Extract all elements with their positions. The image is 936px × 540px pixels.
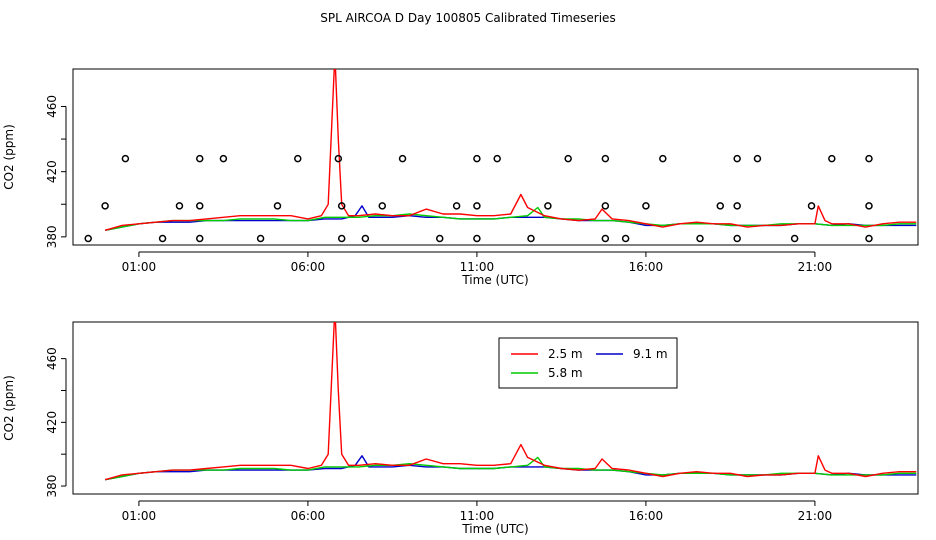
calibration-marker	[865, 234, 873, 243]
calibration-marker	[294, 154, 302, 163]
calibration-marker	[601, 202, 610, 210]
calibration-marker	[564, 154, 572, 163]
x-tick-label: 16:00	[629, 260, 664, 274]
series-line-91m	[104, 205, 917, 231]
figure-title: SPL AIRCOA D Day 100805 Calibrated Times…	[320, 11, 615, 25]
calibration-marker	[790, 234, 799, 243]
calibration-marker	[716, 202, 725, 210]
legend: 2.5 m 5.8 m 9.1 m	[498, 337, 678, 389]
x-tick-label: 21:00	[798, 260, 833, 274]
x-tick-label: 11:00	[460, 509, 495, 523]
x-axis-label: Time (UTC)	[461, 273, 528, 287]
calibration-marker	[544, 202, 552, 210]
legend-label: 5.8 m	[548, 366, 583, 380]
x-tick-label: 01:00	[122, 260, 157, 274]
y-tick-label: 380	[45, 225, 59, 248]
calibration-marker	[659, 154, 667, 163]
legend-box	[498, 337, 678, 389]
calibration-marker	[601, 154, 610, 163]
calibration-marker	[733, 234, 741, 243]
calibration-marker	[828, 154, 836, 163]
calibration-marker	[337, 202, 346, 210]
calibration-marker	[175, 202, 184, 210]
legend-label: 9.1 m	[633, 347, 668, 361]
calibration-marker	[753, 154, 762, 163]
calibration-marker	[334, 154, 343, 163]
calibration-marker	[361, 234, 370, 243]
series-line-58m	[104, 456, 917, 481]
calibration-marker	[273, 202, 282, 210]
x-axis-label: Time (UTC)	[461, 522, 528, 536]
y-tick-label: 460	[45, 347, 59, 370]
series-line-25m	[104, 322, 917, 481]
calibration-marker	[256, 234, 265, 243]
calibration-marker	[452, 202, 461, 210]
series-line-58m	[104, 206, 917, 231]
x-tick-label: 06:00	[291, 509, 326, 523]
y-tick-label: 460	[45, 95, 59, 118]
calibration-marker	[219, 154, 228, 163]
x-tick-label: 11:00	[460, 260, 495, 274]
calibration-marker	[696, 234, 704, 243]
calibration-marker	[642, 202, 650, 210]
chart-panel-bottom: 01:00 06:00 11:00 16:00 21:00 Time (UTC) 380 42…	[2, 321, 919, 536]
calibration-marker	[807, 202, 816, 210]
calibration-marker	[865, 202, 873, 210]
calibration-marker	[621, 234, 630, 243]
chart-panel-top: 01:00 06:00 11:00 16:00 21:00 Time (UTC) 380 42…	[2, 68, 919, 287]
x-tick-label: 16:00	[629, 509, 664, 523]
y-axis-label: CO2 (ppm)	[2, 124, 16, 190]
calibration-marker	[398, 154, 407, 163]
calibration-marker	[473, 202, 481, 210]
series-line-25m	[104, 69, 917, 231]
calibration-marker	[196, 202, 204, 210]
calibration-marker	[493, 154, 501, 163]
calibration-marker	[601, 234, 610, 243]
calibration-marker	[473, 234, 481, 243]
plot-frame	[72, 68, 919, 246]
calibration-marker	[435, 234, 444, 243]
legend-label: 2.5 m	[548, 347, 583, 361]
y-tick-label: 380	[45, 475, 59, 498]
calibration-marker	[865, 154, 873, 163]
y-tick-label: 420	[45, 160, 59, 183]
calibration-marker	[337, 234, 346, 243]
series-line-91m	[104, 455, 917, 481]
calibration-marker	[121, 154, 130, 163]
calibration-marker	[378, 202, 387, 210]
x-tick-label: 06:00	[291, 260, 326, 274]
plot-frame	[72, 321, 919, 495]
x-tick-label: 01:00	[122, 509, 157, 523]
calibration-marker	[101, 202, 109, 210]
x-tick-label: 21:00	[798, 509, 833, 523]
calibration-marker	[196, 154, 204, 163]
calibration-marker	[84, 234, 92, 243]
calibration-marker	[733, 154, 741, 163]
y-tick-label: 420	[45, 411, 59, 434]
calibration-marker	[158, 234, 167, 243]
calibration-marker	[527, 234, 535, 243]
calibration-marker	[733, 202, 741, 210]
calibration-marker	[196, 234, 204, 243]
calibration-marker	[473, 154, 481, 163]
y-axis-label: CO2 (ppm)	[2, 375, 16, 441]
